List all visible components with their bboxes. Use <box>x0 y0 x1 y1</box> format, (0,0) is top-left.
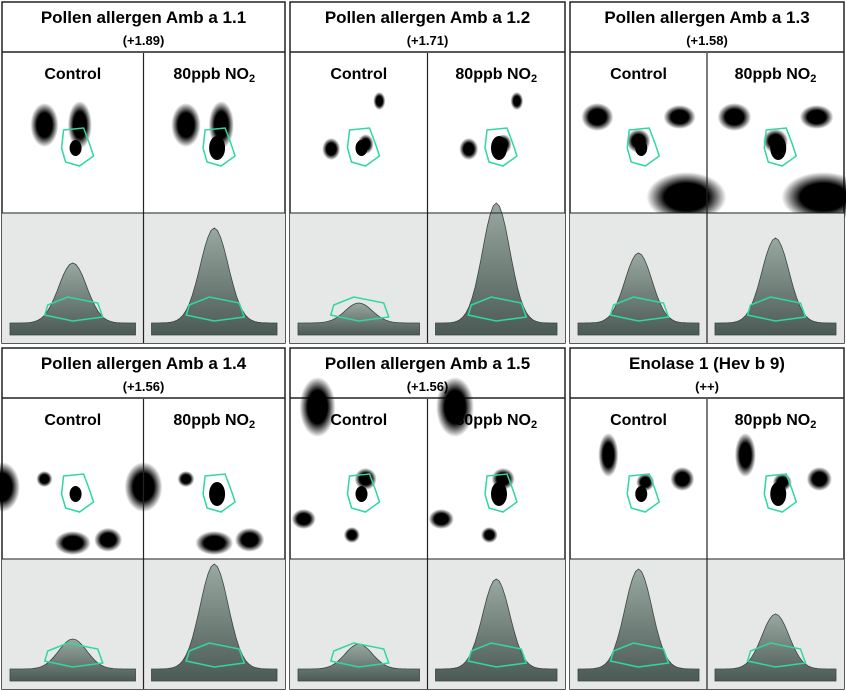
panel-title: Pollen allergen Amb a 1.4 <box>41 354 247 373</box>
panel: Enolase 1 (Hev b 9) (++) Control 80ppb NO2 <box>570 348 844 689</box>
gel-spot <box>481 527 498 543</box>
column-label: Control <box>610 66 667 83</box>
target-spot <box>635 140 647 156</box>
gel-spot <box>581 103 613 131</box>
column-label-text: 80ppb NO <box>173 412 249 429</box>
panel: Pollen allergen Amb a 1.4 (+1.56) Control 8… <box>0 348 285 689</box>
gel-spot <box>800 105 834 129</box>
target-spot <box>491 482 507 506</box>
gel-spot <box>355 468 377 490</box>
panel-change: (+1.71) <box>407 33 449 48</box>
column-label: 80ppb NO2 <box>173 412 255 431</box>
gel-spot <box>30 103 58 147</box>
gel-spot <box>36 471 52 487</box>
column-label: 80ppb NO2 <box>455 66 537 85</box>
gel-spot <box>344 527 360 543</box>
gel-spot <box>195 531 233 555</box>
column-label-sub: 2 <box>249 73 255 85</box>
panel-title: Enolase 1 (Hev b 9) <box>629 354 785 373</box>
panel-title: Pollen allergen Amb a 1.5 <box>325 354 530 373</box>
column-label-text: Control <box>44 66 101 83</box>
gel-spot <box>171 103 200 147</box>
gel-spot <box>670 467 694 491</box>
gel-spot <box>322 138 340 160</box>
target-spot <box>356 140 368 156</box>
column-label: Control <box>330 66 387 83</box>
panel-title: Pollen allergen Amb a 1.3 <box>604 8 809 27</box>
gel-spot <box>807 467 832 491</box>
target-spot <box>770 482 786 506</box>
target-spot <box>209 136 225 160</box>
column-label: 80ppb NO2 <box>735 412 817 431</box>
column-label-text: 80ppb NO <box>455 412 531 429</box>
panel-title: Pollen allergen Amb a 1.1 <box>41 8 246 27</box>
target-spot <box>635 486 647 502</box>
panel-change: (+1.89) <box>123 33 165 48</box>
column-label-text: Control <box>44 412 101 429</box>
column-label: Control <box>44 412 101 429</box>
gel-spot <box>373 92 385 110</box>
target-spot <box>70 486 82 502</box>
target-spot <box>209 482 225 506</box>
column-label: Control <box>44 66 101 83</box>
panel: Pollen allergen Amb a 1.3 (+1.58) Control 8… <box>570 2 846 343</box>
panel-change: (+1.56) <box>123 379 165 394</box>
column-label-sub: 2 <box>531 419 537 431</box>
gel-spot <box>55 531 91 555</box>
column-label-sub: 2 <box>810 73 816 85</box>
column-label: 80ppb NO2 <box>455 412 537 431</box>
panel-title: Pollen allergen Amb a 1.2 <box>325 8 530 27</box>
column-label-text: 80ppb NO <box>735 66 811 83</box>
column-label-text: Control <box>610 66 667 83</box>
gel-spot <box>429 509 454 529</box>
column-label-text: Control <box>610 412 667 429</box>
gel-spot <box>94 528 122 552</box>
column-label-text: 80ppb NO <box>735 412 811 429</box>
column-label: 80ppb NO2 <box>735 66 817 85</box>
panel-change: (+1.58) <box>686 33 728 48</box>
column-label-text: 80ppb NO <box>455 66 531 83</box>
gel-spot <box>735 433 756 477</box>
column-label-sub: 2 <box>249 419 255 431</box>
gel-spot <box>664 105 696 129</box>
column-label-text: 80ppb NO <box>173 66 249 83</box>
figure: Pollen allergen Amb a 1.1 (+1.89) Control 8… <box>0 0 846 691</box>
gel-spot <box>598 433 618 477</box>
panel: Pollen allergen Amb a 1.1 (+1.89) Control 8… <box>2 2 285 343</box>
column-label-text: Control <box>330 66 387 83</box>
gel-spot <box>235 528 264 552</box>
target-spot <box>770 136 786 160</box>
gel-spot <box>459 138 478 160</box>
target-spot <box>70 140 82 156</box>
panel: Pollen allergen Amb a 1.2 (+1.71) Control 8… <box>290 2 565 343</box>
column-label: Control <box>610 412 667 429</box>
target-spot <box>356 486 368 502</box>
panel-change: (++) <box>695 379 719 394</box>
gel-spot <box>292 509 316 529</box>
gel-spot <box>178 471 195 487</box>
column-label-sub: 2 <box>531 73 537 85</box>
target-spot <box>491 136 507 160</box>
gel-spot <box>511 92 524 110</box>
column-label-text: Control <box>330 412 387 429</box>
column-label-sub: 2 <box>810 419 816 431</box>
gel-spot <box>718 103 752 131</box>
column-label: 80ppb NO2 <box>173 66 255 85</box>
column-label: Control <box>330 412 387 429</box>
